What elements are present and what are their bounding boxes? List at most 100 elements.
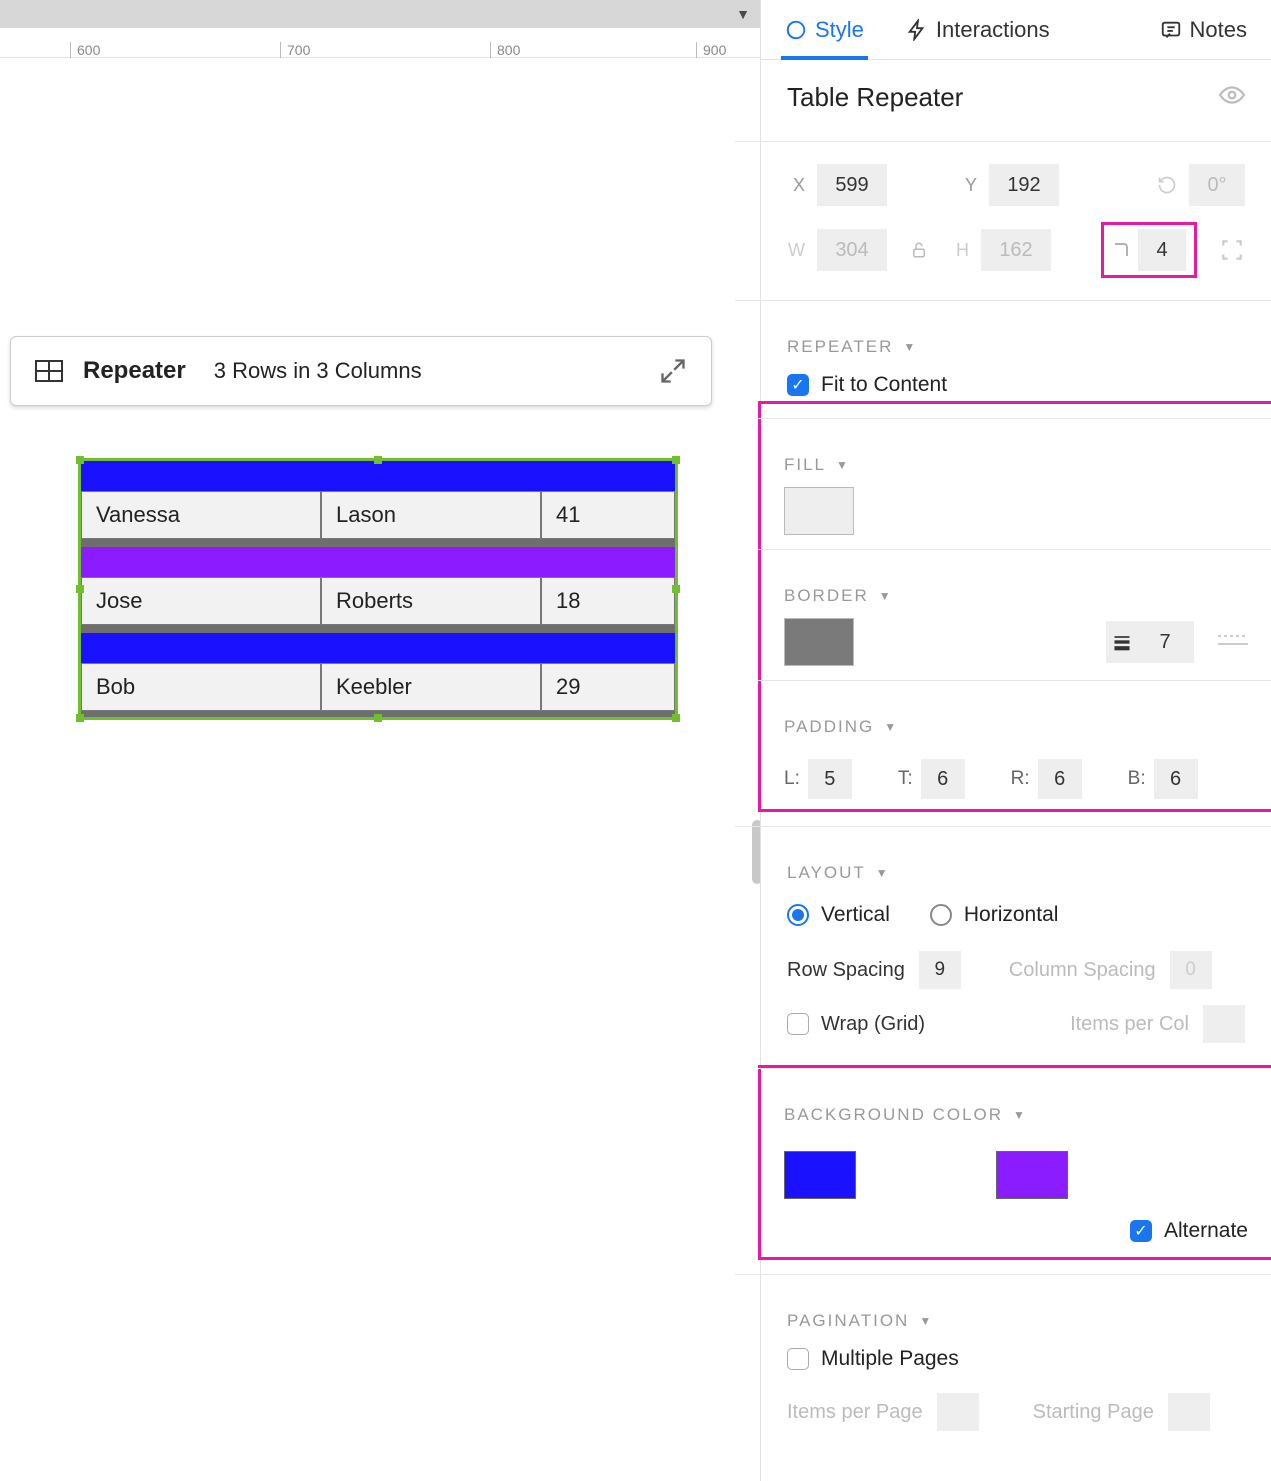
lock-icon[interactable] — [899, 241, 939, 259]
checkbox-checked-icon[interactable]: ✓ — [1130, 1220, 1152, 1242]
section-header-layout[interactable]: LAYOUT▼ — [787, 841, 1245, 895]
x-label: X — [787, 175, 805, 196]
multiple-pages-row[interactable]: Multiple Pages — [787, 1343, 1245, 1375]
y-input[interactable] — [989, 164, 1059, 206]
resize-handle[interactable] — [672, 714, 680, 722]
section-header-fill[interactable]: FILL▼ — [784, 433, 1248, 487]
section-header-repeater[interactable]: REPEATER▼ — [787, 315, 1245, 369]
radio-horizontal[interactable]: Horizontal — [930, 903, 1059, 927]
ruler: 600 700 800 900 — [0, 28, 760, 58]
resize-handle[interactable] — [374, 456, 382, 464]
radio-label: Vertical — [821, 903, 890, 927]
tab-style[interactable]: Style — [785, 17, 864, 43]
chevron-down-icon[interactable]: ▼ — [736, 6, 750, 22]
col-spacing-input — [1170, 951, 1212, 989]
padding-left-input[interactable] — [808, 759, 852, 799]
eye-icon[interactable] — [1219, 82, 1245, 113]
resize-handle[interactable] — [76, 456, 84, 464]
table-row[interactable]: Jose Roberts 18 — [81, 547, 675, 625]
row-header — [81, 547, 675, 577]
rotation-input[interactable] — [1189, 164, 1245, 206]
table-cell[interactable]: Bob — [81, 663, 321, 711]
section-header-padding[interactable]: PADDING▼ — [784, 695, 1248, 749]
checkbox-icon[interactable] — [787, 1348, 809, 1370]
corners-icon[interactable] — [1219, 237, 1245, 263]
tab-label: Style — [815, 17, 864, 43]
page-title: Table Repeater — [787, 82, 963, 113]
resize-handle[interactable] — [76, 585, 84, 593]
items-per-col-input — [1203, 1005, 1245, 1043]
padding-top-input[interactable] — [921, 759, 965, 799]
table-cell[interactable]: Jose — [81, 577, 321, 625]
checkbox-label: Fit to Content — [821, 373, 947, 397]
items-per-page-input — [937, 1393, 979, 1431]
radius-input[interactable] — [1138, 229, 1186, 271]
w-label: W — [787, 240, 805, 261]
table-row[interactable]: Bob Keebler 29 — [81, 633, 675, 711]
pad-t-label: T: — [898, 768, 913, 790]
rotate-icon[interactable] — [1157, 175, 1177, 195]
starting-page-label: Starting Page — [1033, 1401, 1154, 1424]
padding-right-input[interactable] — [1038, 759, 1082, 799]
bg-alternate-swatch[interactable] — [996, 1151, 1068, 1199]
table-cell[interactable]: Lason — [321, 491, 541, 539]
table-row[interactable]: Vanessa Lason 41 — [81, 461, 675, 539]
border-width-input[interactable] — [1144, 621, 1186, 663]
wrap-checkbox[interactable]: Wrap (Grid) — [787, 1013, 925, 1036]
section-header-border[interactable]: BORDER▼ — [784, 564, 1248, 618]
resize-handle[interactable] — [672, 456, 680, 464]
fit-to-content-row[interactable]: ✓ Fit to Content — [787, 369, 1245, 401]
resize-handle[interactable] — [374, 714, 382, 722]
resize-handle[interactable] — [672, 585, 680, 593]
corner-radius-icon — [1112, 241, 1130, 259]
inspector-panel: Style Interactions Notes Table Repeater … — [760, 0, 1271, 1481]
width-input[interactable] — [817, 229, 887, 271]
grid-icon — [35, 360, 63, 382]
section-header-pagination[interactable]: PAGINATION▼ — [787, 1289, 1245, 1343]
tabs: Style Interactions Notes — [761, 0, 1271, 60]
fill-swatch[interactable] — [784, 487, 854, 535]
expand-icon[interactable] — [659, 357, 687, 385]
row-spacing-label: Row Spacing — [787, 959, 905, 982]
checkbox-label: Alternate — [1164, 1219, 1248, 1243]
h-label: H — [951, 240, 969, 261]
checkbox-icon[interactable] — [787, 1013, 809, 1035]
row-spacing-input[interactable] — [919, 951, 961, 989]
table-cell[interactable]: 41 — [541, 491, 675, 539]
repeater-toolbar[interactable]: Repeater 3 Rows in 3 Columns — [10, 336, 712, 406]
pad-r-label: R: — [1011, 768, 1030, 790]
section-header-bgcolor[interactable]: BACKGROUND COLOR▼ — [784, 1083, 1248, 1137]
section-label: BORDER — [784, 586, 869, 606]
radio-vertical[interactable]: Vertical — [787, 903, 890, 927]
table-cell[interactable]: Vanessa — [81, 491, 321, 539]
section-label: PADDING — [784, 717, 874, 737]
border-width-icon — [1106, 632, 1138, 652]
table-cell[interactable]: 29 — [541, 663, 675, 711]
position-section: X Y W H — [761, 156, 1271, 286]
resize-handle[interactable] — [76, 714, 84, 722]
border-style-icon[interactable] — [1218, 630, 1248, 655]
checkbox-label: Multiple Pages — [821, 1347, 959, 1371]
ruler-tick: 800 — [490, 42, 520, 58]
alternate-row[interactable]: ✓ Alternate — [784, 1213, 1248, 1257]
tab-interactions[interactable]: Interactions — [906, 17, 1050, 43]
table-cell[interactable]: 18 — [541, 577, 675, 625]
starting-page-input — [1168, 1393, 1210, 1431]
repeater-table[interactable]: Vanessa Lason 41 Jose Roberts 18 Bob Kee… — [78, 458, 678, 720]
tab-notes[interactable]: Notes — [1160, 17, 1247, 43]
padding-bottom-input[interactable] — [1154, 759, 1198, 799]
border-swatch[interactable] — [784, 618, 854, 666]
ruler-tick: 600 — [70, 42, 100, 58]
section-label: LAYOUT — [787, 863, 866, 883]
bg-primary-swatch[interactable] — [784, 1151, 856, 1199]
table-cell[interactable]: Roberts — [321, 577, 541, 625]
items-per-col-label: Items per Col — [1070, 1013, 1189, 1036]
pad-b-label: B: — [1128, 768, 1146, 790]
table-cell[interactable]: Keebler — [321, 663, 541, 711]
height-input[interactable] — [981, 229, 1051, 271]
section-label: FILL — [784, 455, 826, 475]
section-label: PAGINATION — [787, 1311, 909, 1331]
checkbox-checked-icon[interactable]: ✓ — [787, 374, 809, 396]
row-header — [81, 633, 675, 663]
x-input[interactable] — [817, 164, 887, 206]
